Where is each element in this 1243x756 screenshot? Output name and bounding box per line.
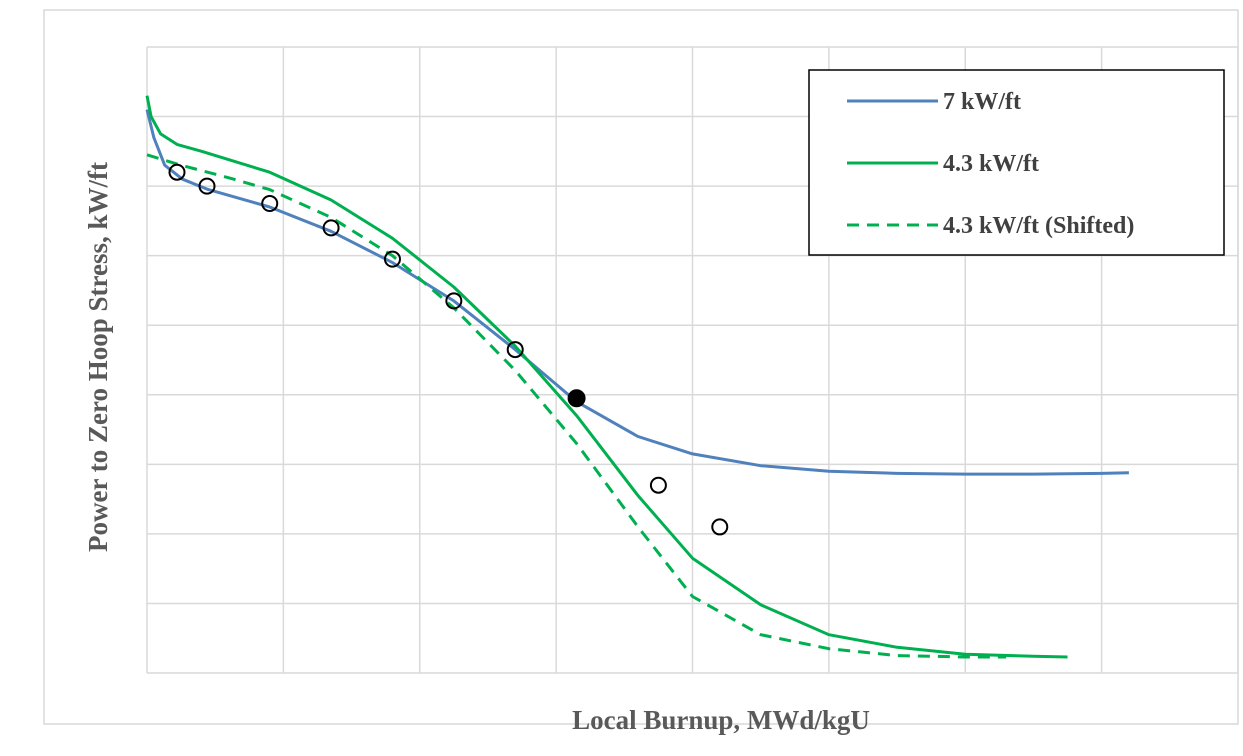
open-circle-marker xyxy=(322,219,340,237)
grid xyxy=(146,46,1239,674)
markers-layer xyxy=(168,163,729,536)
x-axis-title: Local Burnup, MWd/kgU xyxy=(572,705,870,735)
series-line-43kwft-shifted xyxy=(146,153,1007,659)
open-circle-marker xyxy=(506,341,524,359)
series-line-7kwft xyxy=(145,109,1129,476)
open-circle-marker xyxy=(711,518,729,536)
legend: 7 kW/ft 4.3 kW/ft 4.3 kW/ft (Shifted) xyxy=(808,69,1225,256)
open-circle-marker xyxy=(383,250,401,268)
open-circle-marker xyxy=(198,177,216,195)
legend-label-7kwft: 7 kW/ft xyxy=(943,89,1021,115)
filled-circle-marker xyxy=(567,389,586,408)
open-circle-marker xyxy=(168,163,186,181)
open-circle-marker xyxy=(649,476,667,494)
open-circle-marker xyxy=(445,292,463,310)
legend-label-43kwft: 4.3 kW/ft xyxy=(943,151,1039,177)
open-circle-marker xyxy=(261,195,279,212)
legend-label-43kwft-shifted: 4.3 kW/ft (Shifted) xyxy=(943,213,1134,239)
y-axis-title: Power to Zero Hoop Stress, kW/ft xyxy=(83,162,113,552)
series-line-43kwft xyxy=(145,95,1068,659)
series-layer xyxy=(145,95,1129,659)
